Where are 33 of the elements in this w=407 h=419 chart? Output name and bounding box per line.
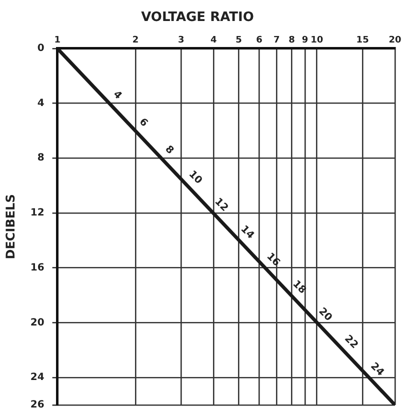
y-tick-label: 8 bbox=[37, 152, 44, 164]
annotation: 12 bbox=[212, 196, 230, 214]
annotation: 22 bbox=[342, 333, 360, 352]
y-tick-label: 16 bbox=[30, 262, 44, 274]
y-tick-label: 4 bbox=[37, 98, 44, 109]
chart-title: VOLTAGE RATIO bbox=[141, 10, 254, 26]
annotation: 6 bbox=[136, 116, 150, 130]
x-tick-label: 20 bbox=[388, 35, 402, 46]
y-axis-title: DECIBELS bbox=[3, 194, 18, 260]
x-tick-label: 4 bbox=[210, 35, 217, 46]
y-tick-label: 12 bbox=[30, 208, 44, 219]
x-tick-label: 9 bbox=[302, 35, 308, 46]
x-tick-label: 5 bbox=[236, 35, 242, 46]
x-tick-label: 1 bbox=[54, 35, 60, 46]
annotation: 8 bbox=[162, 144, 176, 157]
y-tick-label: 20 bbox=[30, 317, 44, 328]
x-tick-label: 15 bbox=[356, 35, 369, 46]
y-tick-label: 26 bbox=[30, 400, 44, 411]
x-tick-label: 2 bbox=[132, 35, 139, 46]
annotation: 16 bbox=[264, 251, 282, 269]
x-tick-label: 7 bbox=[274, 35, 280, 46]
x-tick-label: 3 bbox=[178, 35, 184, 46]
x-tick-label: 8 bbox=[288, 35, 295, 46]
annotation: 18 bbox=[290, 278, 308, 296]
annotation: 4 bbox=[110, 88, 124, 102]
annotation: 14 bbox=[238, 224, 256, 242]
annotation: 10 bbox=[186, 168, 204, 186]
annotation: 24 bbox=[368, 360, 386, 378]
y-tick-label: 24 bbox=[30, 372, 44, 384]
annotation: 20 bbox=[316, 306, 334, 324]
x-tick-label: 10 bbox=[310, 35, 324, 46]
x-tick-label: 6 bbox=[256, 35, 262, 46]
y-tick-label: 0 bbox=[37, 42, 44, 54]
